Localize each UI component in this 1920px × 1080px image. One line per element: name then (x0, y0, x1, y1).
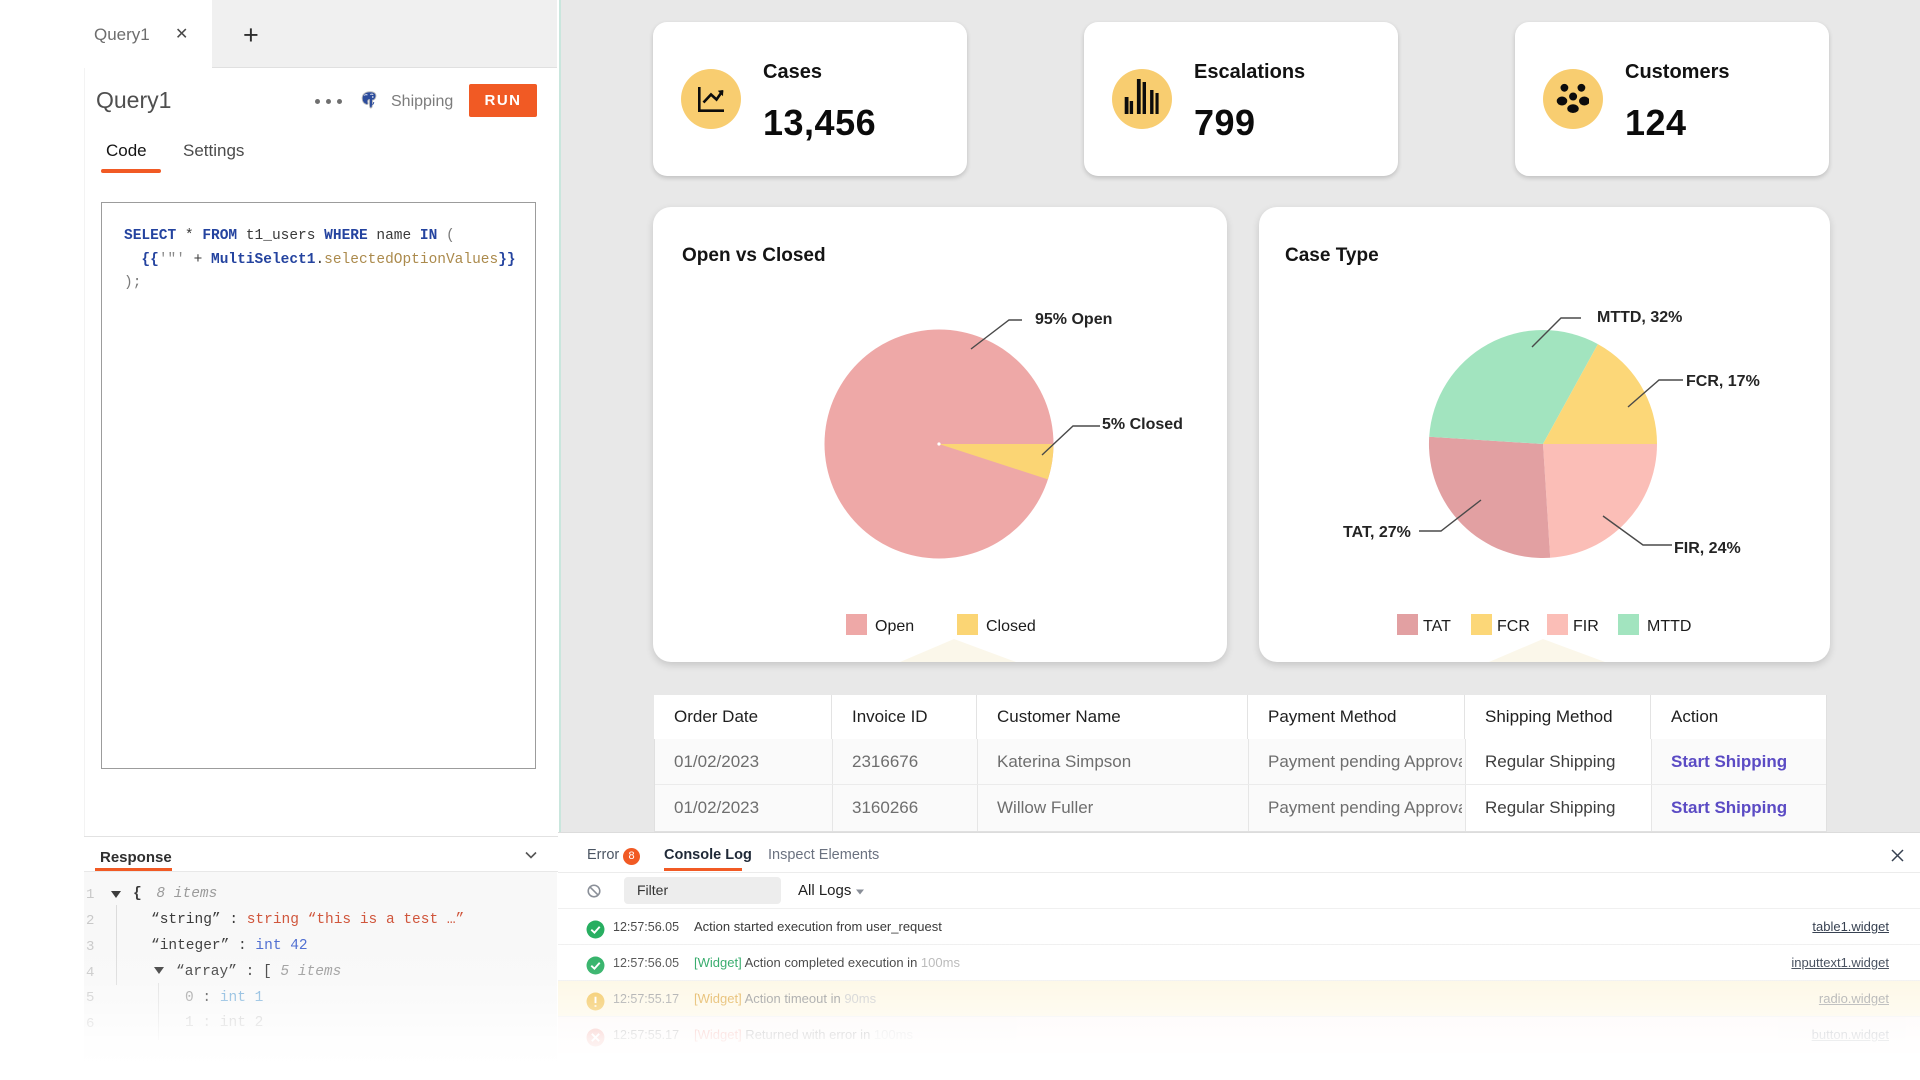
svg-text:Closed: Closed (986, 618, 1036, 635)
svg-text:FCR: FCR (1497, 618, 1530, 635)
svg-text:FIR: FIR (1573, 618, 1599, 635)
svg-text:TAT: TAT (1423, 618, 1451, 635)
svg-text:Open: Open (875, 618, 914, 635)
svg-text:MTTD: MTTD (1647, 618, 1691, 635)
